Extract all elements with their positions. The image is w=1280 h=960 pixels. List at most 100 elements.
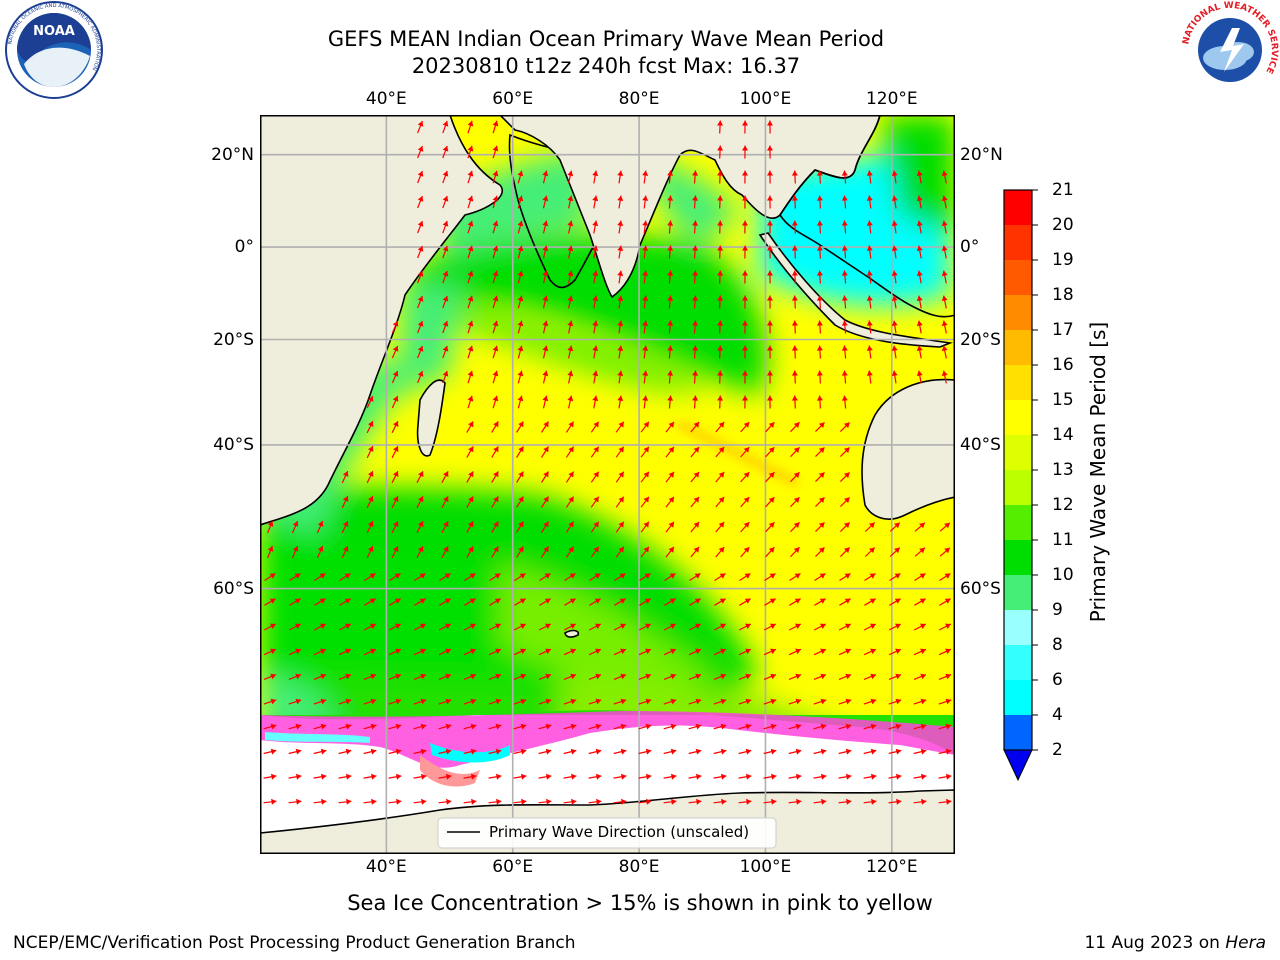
wave-arrow-head	[720, 698, 727, 705]
wave-arrow-head	[417, 221, 424, 227]
wave-arrow-head	[745, 648, 751, 655]
wave-arrow-head	[342, 546, 349, 552]
wave-arrow-head	[470, 723, 477, 730]
wave-arrow-head	[692, 220, 699, 226]
wave-arrow-head	[492, 220, 499, 227]
wave-arrow-head	[545, 723, 552, 730]
wave-arrow-head	[542, 370, 549, 377]
wave-arrow-head	[270, 698, 277, 705]
wave-arrow-head	[816, 370, 823, 376]
lon-tick-top: 40°E	[365, 89, 407, 109]
wave-arrow-head	[295, 698, 302, 705]
wave-arrow-head	[944, 573, 951, 579]
wave-arrow-head	[493, 546, 499, 553]
wave-arrow-head	[791, 370, 798, 376]
wave-arrow-head	[844, 547, 850, 554]
wave-arrow-head	[770, 723, 777, 730]
wave-arrow-head	[768, 447, 775, 453]
wave-arrow-head	[870, 698, 877, 705]
wave-arrow-head	[445, 673, 451, 680]
wave-arrow-head	[921, 773, 927, 780]
wave-arrow-head	[570, 648, 576, 655]
wave-arrow-head	[668, 421, 674, 428]
wave-arrow-head	[619, 573, 626, 579]
wave-arrow-head	[296, 773, 302, 780]
wave-arrow-head	[542, 345, 549, 352]
wave-arrow-head	[767, 370, 773, 376]
wave-arrow-head	[667, 170, 674, 176]
wave-arrow-head	[696, 773, 702, 780]
wave-arrow-head	[845, 623, 851, 629]
wave-arrow-head	[345, 723, 352, 730]
wave-arrow-head	[367, 396, 374, 402]
wave-arrow-head	[941, 195, 948, 202]
wave-arrow-head	[445, 623, 451, 629]
wave-arrow-head	[393, 471, 399, 477]
wave-arrow-head	[320, 623, 326, 629]
wave-arrow-head	[891, 320, 898, 326]
wave-arrow-head	[518, 421, 524, 428]
wave-arrow-head	[519, 598, 526, 604]
wave-arrow-head	[617, 320, 624, 326]
wave-arrow-head	[517, 170, 524, 177]
wave-arrow-head	[370, 723, 377, 730]
wave-arrow-head	[645, 648, 651, 655]
wave-arrow-head	[795, 698, 802, 705]
wave-arrow-head	[468, 496, 474, 503]
wave-arrow-head	[467, 245, 474, 252]
wave-arrow-head	[667, 245, 674, 251]
wave-arrow-head	[593, 496, 599, 503]
wave-arrow-head	[667, 295, 674, 301]
wave-arrow-head	[818, 422, 825, 428]
wave-arrow-head	[894, 522, 900, 529]
wave-arrow-head	[443, 496, 449, 503]
wave-arrow-head	[417, 171, 424, 177]
wave-arrow-head	[395, 723, 402, 730]
wave-arrow-head	[670, 698, 677, 705]
wave-arrow-head	[767, 320, 773, 326]
wave-arrow-head	[670, 673, 676, 680]
wave-arrow-head	[895, 723, 902, 730]
wave-arrow-head	[820, 723, 827, 730]
wave-arrow-head	[370, 648, 376, 655]
colorbar-segment	[1004, 575, 1032, 610]
colorbar-tick-label: 2	[1052, 740, 1063, 760]
wave-arrow-head	[517, 345, 524, 352]
wave-arrow-head	[492, 195, 499, 202]
wave-arrow-head	[492, 145, 499, 152]
wave-arrow-head	[743, 522, 750, 528]
wave-arrow-head	[592, 245, 599, 252]
wave-arrow-head	[271, 773, 277, 780]
chart-title: GEFS MEAN Indian Ocean Primary Wave Mean…	[327, 27, 885, 51]
lon-tick-bottom: 60°E	[492, 857, 534, 877]
colorbar-segment	[1004, 295, 1032, 330]
wave-arrow-head	[418, 521, 424, 528]
wave-arrow-head	[667, 370, 674, 376]
wave-arrow-head	[919, 522, 925, 529]
wave-arrow-head	[467, 145, 474, 152]
wave-arrow-head	[891, 195, 898, 201]
wave-arrow-head	[619, 598, 626, 604]
wave-arrow-head	[592, 345, 599, 352]
wave-arrow-head	[617, 395, 624, 401]
wave-arrow-head	[841, 245, 848, 251]
wave-arrow-head	[392, 371, 399, 377]
wave-arrow-head	[795, 748, 802, 755]
wave-arrow-head	[369, 598, 376, 604]
wave-arrow-head	[668, 546, 674, 553]
lat-tick-right: 20°S	[960, 329, 1001, 350]
wave-arrow-head	[794, 573, 801, 579]
wave-arrow-head	[869, 573, 876, 579]
wave-arrow-head	[620, 698, 627, 705]
wave-arrow-head	[791, 270, 798, 276]
wave-arrow-head	[742, 370, 748, 376]
wave-arrow-head	[692, 270, 699, 276]
colorbar-tick-label: 11	[1052, 530, 1074, 550]
wave-arrow-head	[870, 723, 877, 730]
wave-arrow-head	[821, 798, 827, 805]
wave-arrow-head	[370, 623, 376, 629]
wave-arrow-head	[542, 270, 549, 277]
wave-arrow-head	[320, 698, 327, 705]
wave-arrow-head	[370, 698, 377, 705]
wave-arrow-head	[692, 345, 699, 351]
